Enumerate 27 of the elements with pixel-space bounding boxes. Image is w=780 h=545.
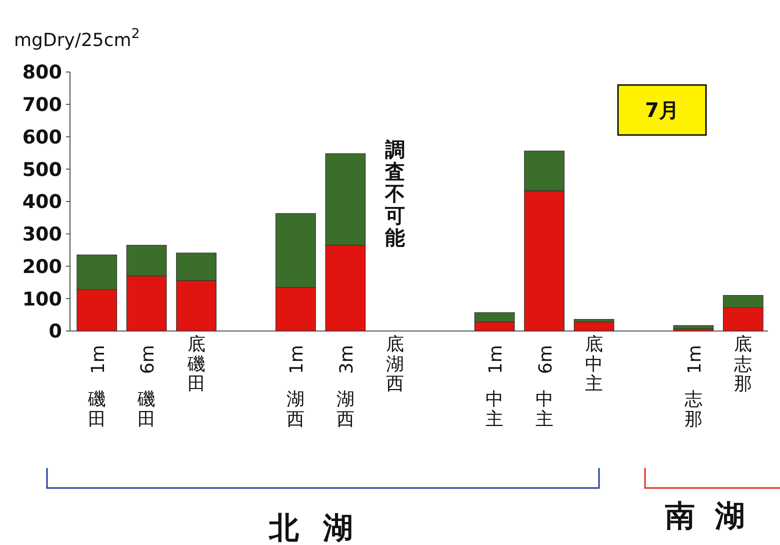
x-tick-label: 1m 志那 xyxy=(684,345,706,430)
text: 北湖 xyxy=(268,511,377,545)
y-tick-label: 400 xyxy=(22,191,62,214)
x-tick-label: 底志那 xyxy=(734,334,752,395)
x-tick-label: 1m 湖西 xyxy=(286,345,308,430)
annotation: 調査不可能 xyxy=(384,138,406,250)
y-tick-label: 0 xyxy=(48,320,62,343)
annotation: 7月 xyxy=(645,98,679,122)
y-tick-label: 500 xyxy=(22,158,62,181)
y-tick-label: 800 xyxy=(22,62,62,84)
x-tick-label: 3m 湖西 xyxy=(336,345,358,430)
x-tick-label: 底中主 xyxy=(585,334,603,395)
y-tick-label: 700 xyxy=(22,94,62,116)
x-tick-label: 1m 磯田 xyxy=(86,345,109,430)
x-tick-label: 6m 中主 xyxy=(535,345,556,430)
bar xyxy=(574,322,614,332)
x-tick-label: 6m 磯田 xyxy=(136,345,159,430)
bar xyxy=(673,325,714,330)
y-tick-label: 300 xyxy=(22,224,62,246)
y-axis-title: mgDry/25cm$^{2}$ xyxy=(14,26,140,51)
x-tick-label: 底湖西 xyxy=(386,334,404,395)
x-tick-label: 1m 中主 xyxy=(486,345,507,430)
y-tick-label: 100 xyxy=(22,288,62,310)
x-tick-label: 底磯田 xyxy=(186,334,206,395)
text: 南湖 xyxy=(665,499,765,534)
y-tick-label: 200 xyxy=(22,256,62,278)
y-tick-label: 600 xyxy=(22,126,62,148)
